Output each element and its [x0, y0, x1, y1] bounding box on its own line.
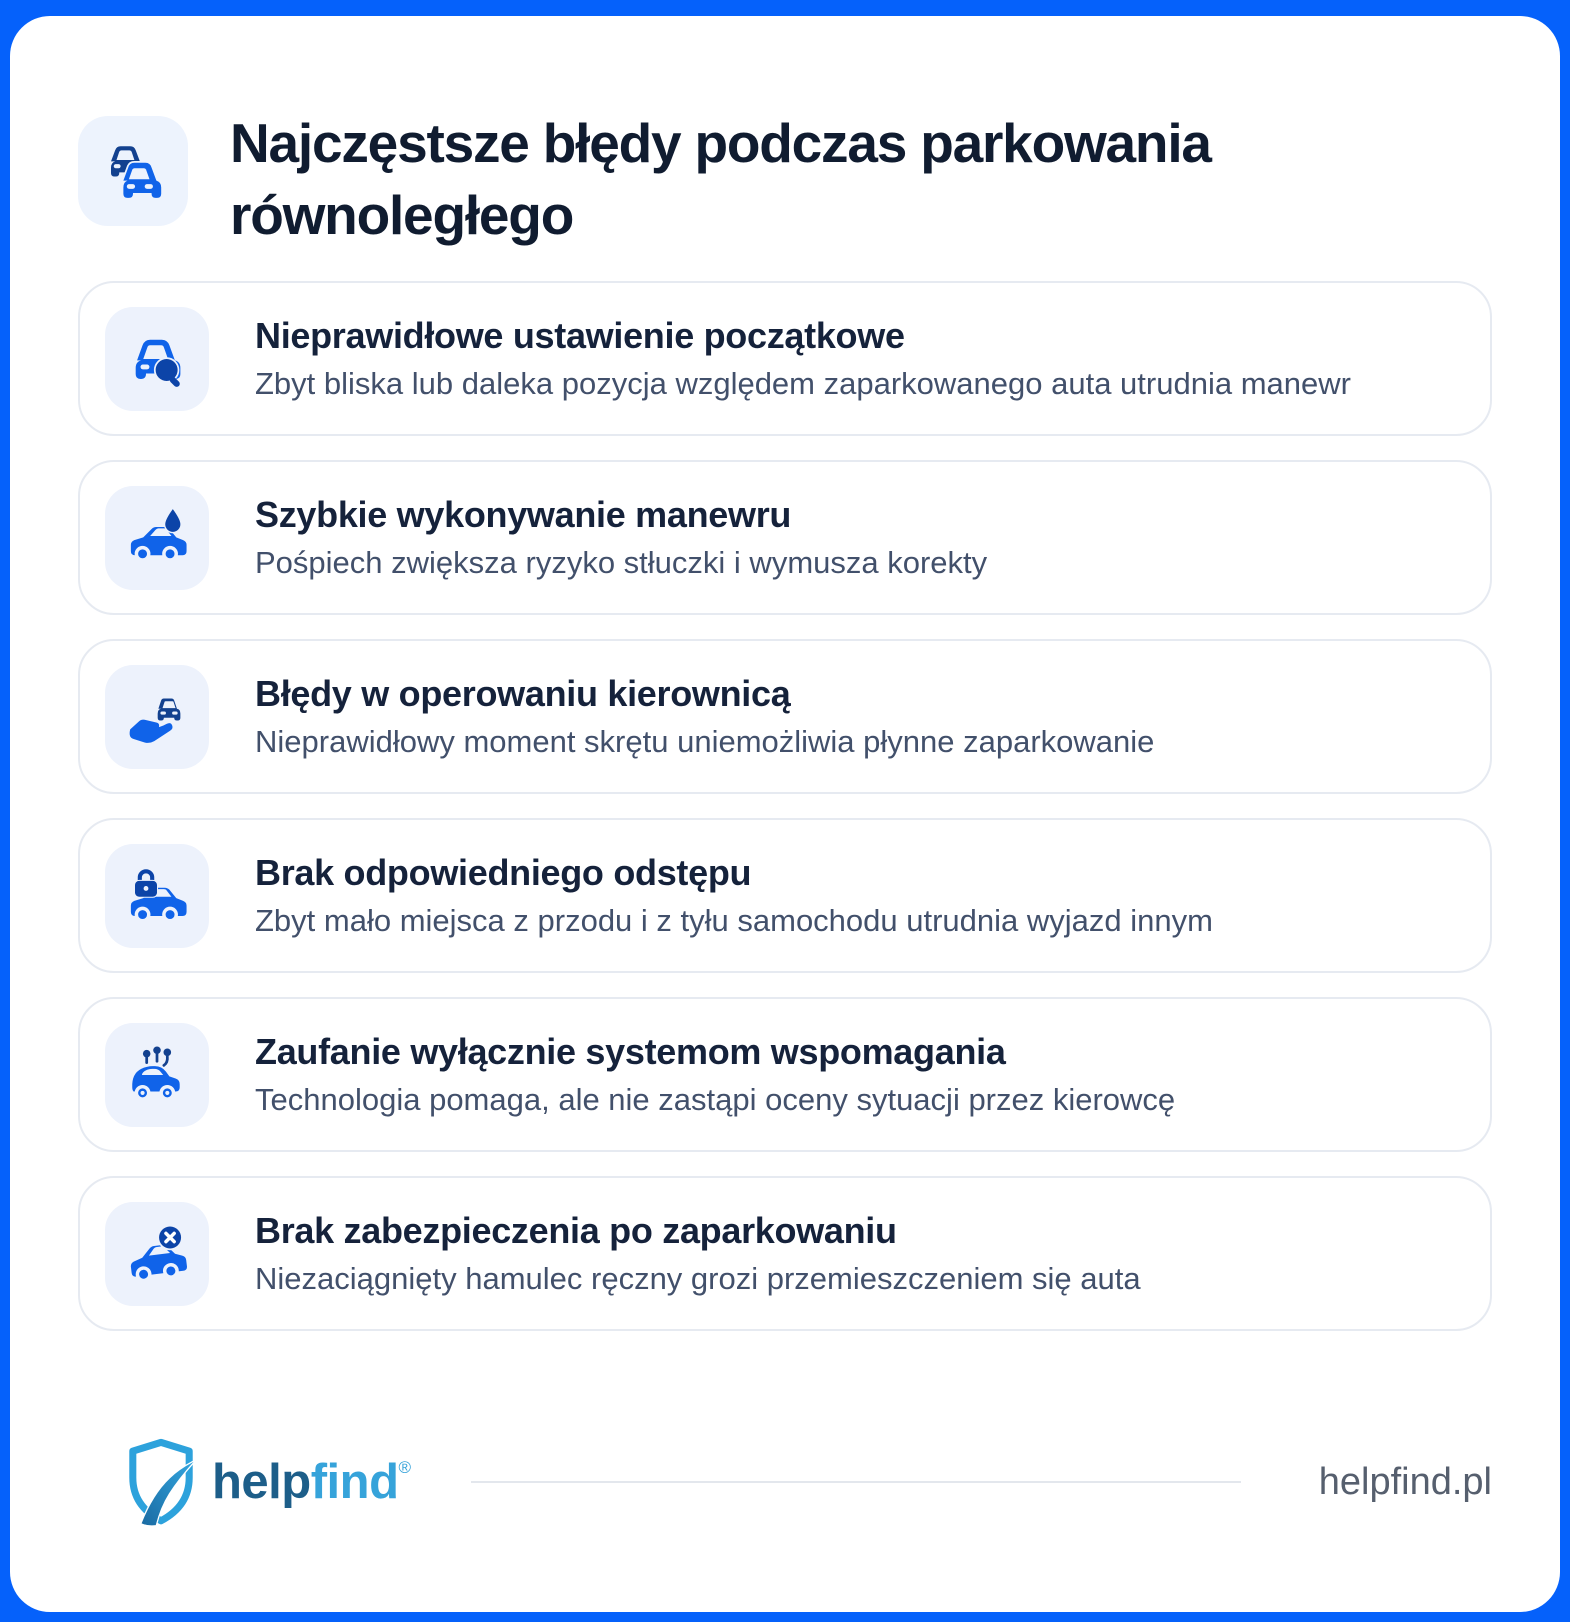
- card-steering-errors: Błędy w operowaniu kierownicą Nieprawidł…: [78, 639, 1492, 794]
- car-search-icon: [135, 339, 181, 387]
- car-lock-icon: [130, 868, 187, 922]
- card-icon-box: [105, 664, 209, 769]
- card-description: Nieprawidłowy moment skrętu uniemożliwia…: [255, 724, 1155, 759]
- logo-text-help: help: [212, 1455, 311, 1509]
- card-icon-box: [105, 485, 209, 590]
- card-description: Zbyt mało miejsca z przodu i z tyłu samo…: [255, 903, 1213, 938]
- card-title: Nieprawidłowe ustawienie początkowe: [255, 315, 905, 356]
- header-icon-box: [78, 116, 188, 226]
- footer-divider: [470, 1481, 1241, 1483]
- car-x-badge-icon: [130, 1224, 187, 1282]
- card-description: Niezaciągnięty hamulec ręczny grozi prze…: [255, 1261, 1141, 1296]
- card-list: Nieprawidłowe ustawienie początkowe Zbyt…: [78, 281, 1492, 1331]
- card-title: Zaufanie wyłącznie systemom wspomagania: [255, 1031, 1006, 1072]
- card-title: Błędy w operowaniu kierownicą: [255, 673, 791, 714]
- card-icon-box: [105, 843, 209, 948]
- car-in-hand-icon: [129, 697, 181, 743]
- card-description: Technologia pomaga, ale nie zastąpi ocen…: [255, 1082, 1176, 1117]
- header: Najczęstsze błędy podczas parkowania rów…: [78, 108, 1492, 251]
- card-icon-box: [105, 1022, 209, 1127]
- card-title: Brak zabezpieczenia po zaparkowaniu: [255, 1210, 897, 1251]
- card-description: Pośpiech zwiększa ryzyko stłuczki i wymu…: [255, 545, 988, 580]
- card-fast-maneuver: Szybkie wykonywanie manewru Pośpiech zwi…: [78, 460, 1492, 615]
- traffic-cars-icon: [111, 146, 163, 200]
- card-wrong-initial-position: Nieprawidłowe ustawienie początkowe Zbyt…: [78, 281, 1492, 436]
- infographic-sheet: Najczęstsze błędy podczas parkowania rów…: [10, 16, 1560, 1612]
- car-assist-sensors-icon: [132, 1045, 180, 1101]
- card-description: Zbyt bliska lub daleka pozycja względem …: [255, 366, 1351, 401]
- website-url: helpfind.pl: [1318, 1460, 1492, 1503]
- card-no-securing-after-parking: Brak zabezpieczenia po zaparkowaniu Niez…: [78, 1176, 1492, 1331]
- logo-wordmark: help find ®: [212, 1454, 411, 1510]
- card-no-proper-gap: Brak odpowiedniego odstępu Zbyt mało mie…: [78, 818, 1492, 973]
- card-assist-systems-trust: Zaufanie wyłącznie systemom wspomagania …: [78, 997, 1492, 1152]
- card-icon-box: [105, 1201, 209, 1306]
- logo-text-find: find: [310, 1455, 399, 1509]
- card-icon-box: [105, 306, 209, 411]
- footer: help find ® helpfind.pl: [78, 1435, 1492, 1529]
- card-title: Brak odpowiedniego odstępu: [255, 852, 752, 893]
- page-title: Najczęstsze błędy podczas parkowania rów…: [230, 112, 1212, 246]
- shield-check-icon: [129, 1438, 195, 1527]
- car-drop-icon: [130, 506, 187, 562]
- registered-trademark-symbol: ®: [398, 1458, 412, 1477]
- helpfind-logo: help find ®: [124, 1435, 411, 1529]
- card-title: Szybkie wykonywanie manewru: [255, 494, 792, 535]
